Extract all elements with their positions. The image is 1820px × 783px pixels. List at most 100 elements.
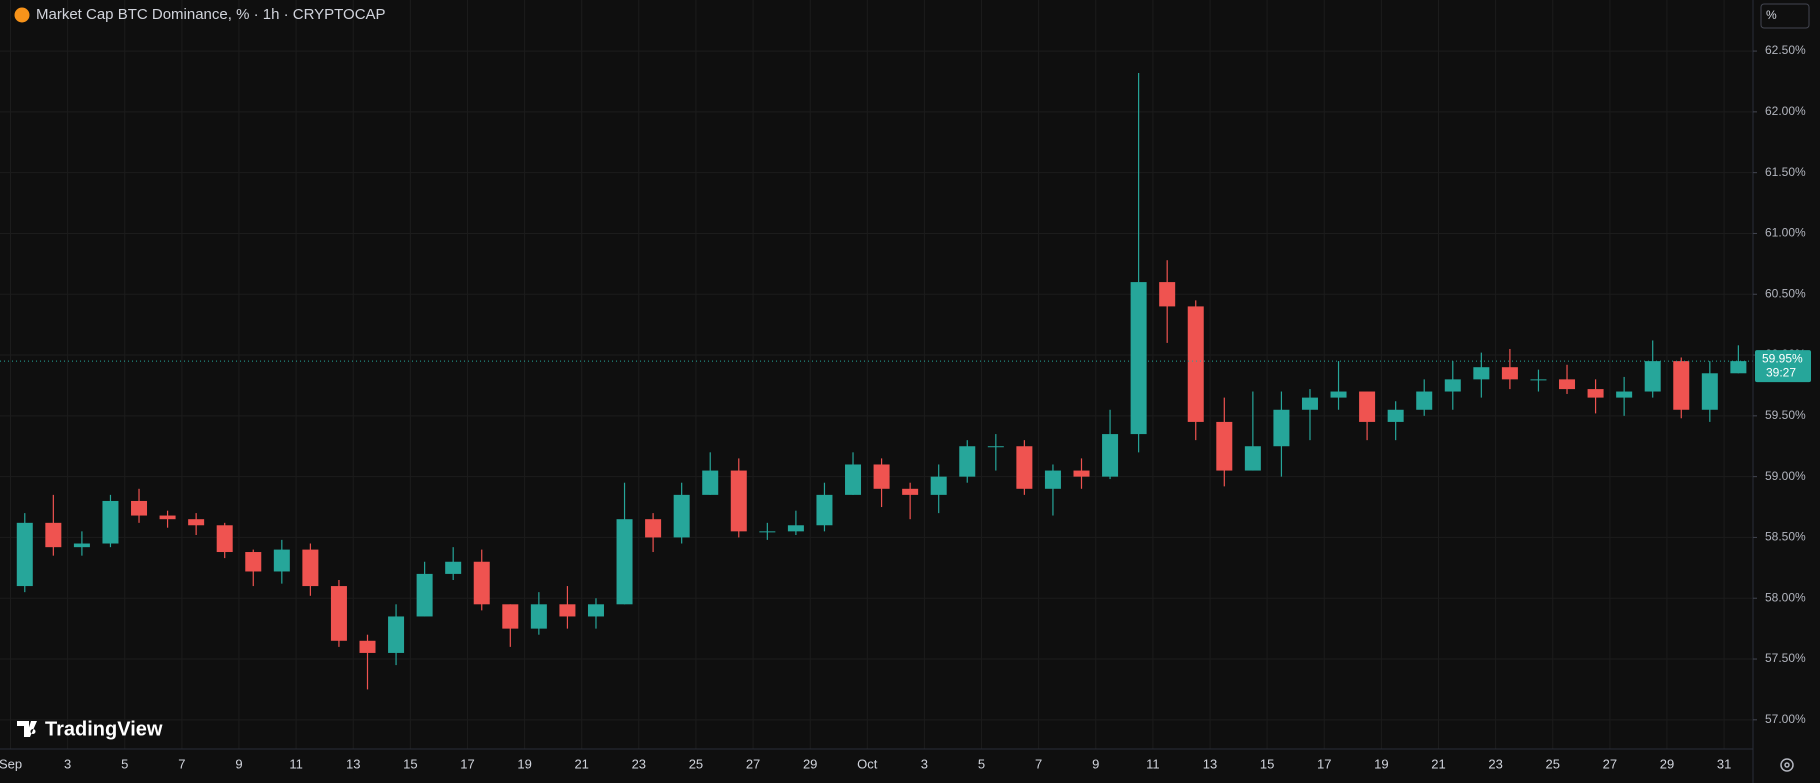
candle-body (1301, 397, 1318, 410)
x-tick-label: 23 (632, 756, 646, 771)
candle-body (131, 500, 148, 516)
y-tick-label: 61.00% (1765, 226, 1806, 240)
x-tick-label: 29 (1660, 756, 1674, 771)
x-tick-label: 13 (346, 756, 360, 771)
candle-body (1444, 379, 1461, 392)
candle-body (445, 561, 462, 574)
candle-body (1587, 389, 1604, 398)
candle-body (1244, 446, 1261, 471)
symbol-icon (14, 7, 30, 23)
y-tick-label: 62.00% (1765, 104, 1806, 118)
x-tick-label: 25 (1546, 756, 1560, 771)
x-tick-label: 3 (921, 756, 928, 771)
candle-body (930, 476, 947, 495)
axes: 57.00%57.50%58.00%58.50%59.00%59.50%60.0… (0, 43, 1811, 771)
candle-body (1102, 434, 1119, 477)
candle-body (1644, 361, 1661, 392)
candle-body (359, 640, 376, 653)
candle-body (645, 519, 662, 538)
candle-body (987, 446, 1004, 448)
x-tick-label: 19 (1374, 756, 1388, 771)
candle-body (302, 549, 319, 587)
y-tick-label: 59.00% (1765, 469, 1806, 483)
candle-body (1130, 282, 1147, 435)
y-tick-label: 59.50% (1765, 408, 1806, 422)
candle-body (1730, 361, 1747, 374)
candle-body (273, 549, 290, 572)
candle-body (1159, 282, 1176, 307)
x-tick-label: 7 (1035, 756, 1042, 771)
settings-icon-center[interactable] (1784, 762, 1790, 768)
x-tick-label: 11 (1146, 756, 1160, 771)
candle-body (787, 525, 804, 532)
x-tick-label: 23 (1488, 756, 1502, 771)
x-tick-label: 9 (1092, 756, 1099, 771)
candle-body (188, 519, 205, 526)
y-tick-label: 60.50% (1765, 286, 1806, 300)
candle-body (1216, 421, 1233, 471)
x-tick-label: Sep (0, 756, 22, 771)
candle-body (102, 500, 119, 544)
candle-body (1559, 379, 1576, 390)
candle-body (587, 604, 604, 617)
x-tick-label: Oct (857, 756, 878, 771)
y-tick-label: 57.00% (1765, 712, 1806, 726)
candle-body (845, 464, 862, 495)
candle-body (1359, 391, 1376, 422)
candle-body (1187, 306, 1204, 422)
candle-body (473, 561, 490, 605)
candle-body (1673, 361, 1690, 410)
x-tick-label: 15 (1260, 756, 1274, 771)
candle-body (16, 522, 33, 587)
candle-body (816, 494, 833, 526)
brand-logo: TradingView (17, 718, 163, 740)
settings-icon[interactable] (1780, 758, 1794, 772)
x-tick-label: 27 (746, 756, 760, 771)
countdown: 39:27 (1766, 365, 1796, 379)
candle-body (1530, 379, 1547, 381)
candle-body (902, 488, 919, 495)
x-tick-label: 5 (121, 756, 128, 771)
x-tick-label: 21 (574, 756, 588, 771)
x-tick-label: 7 (178, 756, 185, 771)
x-tick-label: 3 (64, 756, 71, 771)
last-price-label: 59.95% (1762, 351, 1803, 365)
y-tick-label: 58.00% (1765, 590, 1806, 604)
x-tick-label: 25 (689, 756, 703, 771)
candle-body (1616, 391, 1633, 398)
candle-body (1044, 470, 1061, 489)
x-tick-label: 29 (803, 756, 817, 771)
candle-body (730, 470, 747, 532)
scale-button[interactable] (1760, 3, 1810, 29)
candle-body (502, 604, 519, 629)
brand-name: TradingView (45, 718, 163, 740)
candle-body (245, 552, 262, 572)
candle-body (1073, 470, 1090, 477)
candle-body (1416, 391, 1433, 410)
x-tick-label: 11 (289, 756, 303, 771)
x-tick-label: 19 (517, 756, 531, 771)
grid (0, 0, 1753, 749)
y-tick-label: 61.50% (1765, 165, 1806, 179)
candle-body (959, 446, 976, 477)
x-tick-label: 17 (460, 756, 474, 771)
candle-body (759, 531, 776, 533)
scale-button-label[interactable]: % (1766, 8, 1777, 22)
candle-body (530, 604, 547, 629)
candle-body (45, 522, 62, 548)
candle-body (616, 519, 633, 605)
candle-body (702, 470, 719, 495)
candle-body (159, 515, 176, 520)
x-tick-label: 31 (1717, 756, 1731, 771)
candle-body (330, 586, 347, 641)
chart-title: Market Cap BTC Dominance, % · 1h · CRYPT… (36, 6, 386, 23)
candle-body (216, 525, 233, 553)
candle-body (1387, 409, 1404, 422)
x-tick-label: 21 (1431, 756, 1445, 771)
y-tick-label: 58.50% (1765, 530, 1806, 544)
candle-body (1701, 373, 1718, 410)
x-tick-label: 13 (1203, 756, 1217, 771)
candle-body (416, 573, 433, 617)
x-tick-label: 9 (235, 756, 242, 771)
